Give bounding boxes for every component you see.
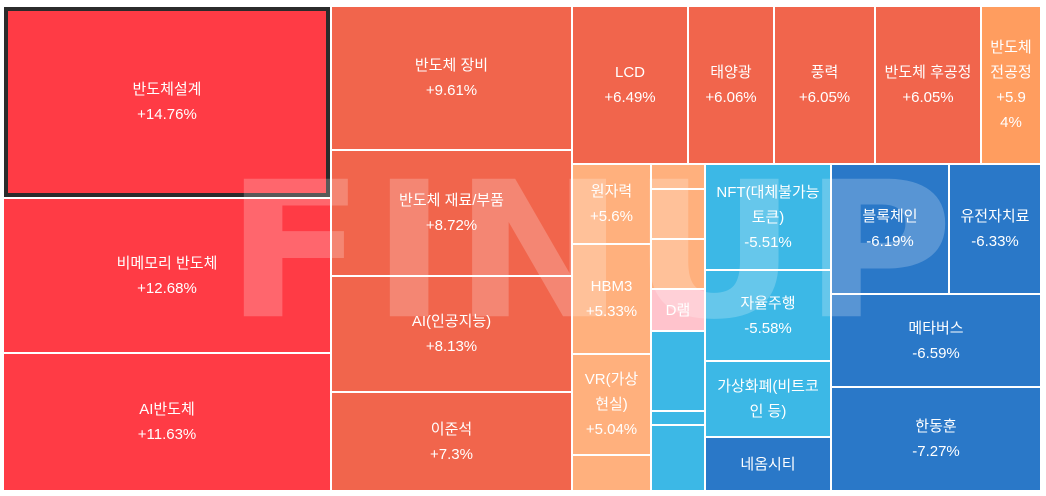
- tile-change: +8.13%: [425, 338, 478, 355]
- tile-name: 반도체 재료/부품: [399, 192, 504, 209]
- tile-unlabeled[interactable]: [652, 190, 706, 240]
- tile-name: NFT(대체불가능토큰): [716, 183, 820, 226]
- tile-change: +6.06%: [705, 89, 757, 106]
- tile-name: AI(인공지능): [411, 313, 492, 330]
- tile-change: -5.58%: [744, 319, 792, 337]
- tile-change: +11.63%: [137, 426, 197, 443]
- tile-change: +12.68%: [137, 279, 197, 297]
- tile-name: HBM3: [590, 278, 633, 295]
- tile-태양광[interactable]: 태양광 +6.06%: [689, 7, 775, 165]
- tile-가상화폐-비트코인-등[interactable]: 가상화폐(비트코인 등): [706, 362, 832, 438]
- tile-name: 한동훈: [915, 418, 957, 435]
- tile-unlabeled[interactable]: [652, 165, 706, 190]
- tile-d램[interactable]: D램: [652, 290, 706, 332]
- tile-name: 원자력: [590, 183, 633, 200]
- tile-change: +5.94%: [996, 89, 1026, 131]
- tile-name: 블록체인: [862, 208, 918, 225]
- tile-change: -6.33%: [971, 233, 1019, 250]
- tile-비메모리-반도체[interactable]: 비메모리 반도체 +12.68%: [4, 199, 332, 354]
- tile-change: +5.04%: [585, 421, 638, 438]
- tile-name: 태양광: [710, 64, 752, 81]
- tile-change: +6.05%: [798, 89, 851, 106]
- tile-unlabeled[interactable]: [652, 240, 706, 290]
- tile-change: -6.59%: [912, 344, 960, 362]
- tile-change: +9.61%: [425, 82, 478, 99]
- tile-ai반도체[interactable]: AI반도체 +11.63%: [4, 354, 332, 492]
- tile-반도체-후공정[interactable]: 반도체 후공정 +6.05%: [876, 7, 982, 165]
- tile-반도체설계[interactable]: 반도체설계 +14.76%: [4, 7, 332, 199]
- tile-한동훈[interactable]: 한동훈 -7.27%: [832, 388, 1042, 492]
- tile-name: 반도체 전공정: [990, 39, 1032, 81]
- tile-unlabeled[interactable]: [573, 456, 652, 492]
- tile-change: -5.51%: [744, 233, 792, 251]
- tile-메타버스[interactable]: 메타버스 -6.59%: [832, 295, 1042, 388]
- tile-name: 메타버스: [908, 319, 964, 337]
- tile-change: +14.76%: [137, 106, 197, 123]
- tile-hbm3[interactable]: HBM3 +5.33%: [573, 245, 652, 355]
- tile-change: -6.19%: [866, 233, 914, 250]
- tile-name: 반도체 후공정: [884, 64, 972, 81]
- tile-name: 비메모리 반도체: [116, 254, 218, 272]
- tile-change: +7.3%: [430, 445, 473, 463]
- tile-name: 풍력: [810, 64, 839, 81]
- tile-nft-대체불가능토큰[interactable]: NFT(대체불가능토큰) -5.51%: [706, 165, 832, 271]
- tile-name: AI반도체: [139, 401, 195, 418]
- tile-change: +5.6%: [590, 208, 633, 225]
- tile-name: 자율주행: [740, 294, 796, 312]
- tile-유전자치료[interactable]: 유전자치료 -6.33%: [950, 165, 1042, 295]
- tile-자율주행[interactable]: 자율주행 -5.58%: [706, 271, 832, 362]
- tile-name: 네옴시티: [740, 455, 796, 473]
- tile-change: -7.27%: [912, 443, 960, 460]
- tile-name: 유전자치료: [960, 208, 1030, 225]
- tile-vr-가상현실[interactable]: VR(가상현실) +5.04%: [573, 355, 652, 456]
- tile-name: 이준석: [430, 420, 473, 438]
- tile-원자력[interactable]: 원자력 +5.6%: [573, 165, 652, 245]
- tile-반도체-장비[interactable]: 반도체 장비 +9.61%: [332, 7, 573, 151]
- tile-ai-인공지능[interactable]: AI(인공지능) +8.13%: [332, 277, 573, 393]
- tile-change: +6.49%: [604, 89, 656, 106]
- tile-change: +6.05%: [902, 89, 954, 106]
- tile-unlabeled[interactable]: [652, 426, 706, 492]
- tile-name: 반도체설계: [132, 81, 202, 98]
- tile-name: VR(가상현실): [584, 371, 639, 413]
- tile-lcd[interactable]: LCD +6.49%: [573, 7, 689, 165]
- tile-unlabeled[interactable]: [652, 332, 706, 412]
- tile-name: D램: [665, 301, 691, 319]
- tile-반도체-전공정[interactable]: 반도체 전공정 +5.94%: [982, 7, 1042, 165]
- tile-풍력[interactable]: 풍력 +6.05%: [775, 7, 876, 165]
- tile-네옴시티[interactable]: 네옴시티: [706, 438, 832, 492]
- tile-이준석[interactable]: 이준석 +7.3%: [332, 393, 573, 492]
- tile-반도체-재료-부품[interactable]: 반도체 재료/부품 +8.72%: [332, 151, 573, 277]
- tile-name: 가상화폐(비트코인 등): [717, 378, 819, 420]
- tile-change: +5.33%: [585, 303, 638, 320]
- tile-블록체인[interactable]: 블록체인 -6.19%: [832, 165, 950, 295]
- tile-unlabeled[interactable]: [652, 412, 706, 426]
- tile-change: +8.72%: [425, 217, 478, 234]
- tile-name: LCD: [614, 64, 645, 81]
- tile-name: 반도체 장비: [414, 57, 489, 74]
